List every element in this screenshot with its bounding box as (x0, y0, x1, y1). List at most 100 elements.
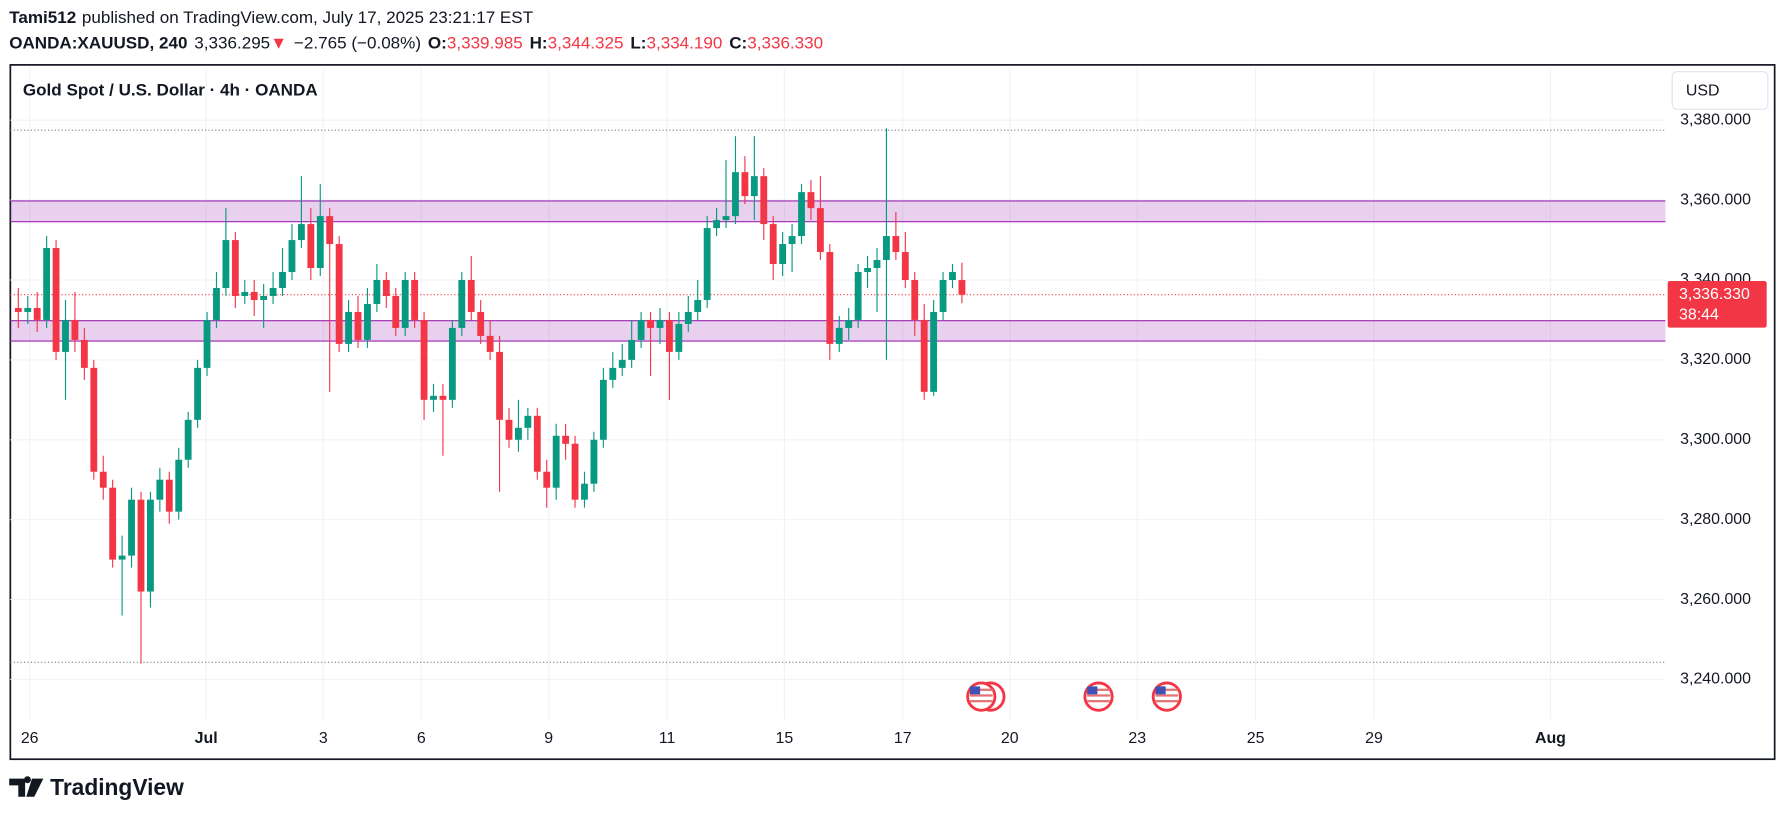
candle-body (496, 351, 503, 420)
candle-body (184, 419, 192, 460)
candle-body (288, 240, 296, 273)
candle-body (194, 367, 202, 420)
y-tick-label: 3,300.000 (1680, 431, 1751, 448)
candle-body (354, 311, 362, 340)
candle-body (750, 176, 758, 197)
candle-body (816, 208, 824, 253)
candle-body (222, 240, 230, 288)
candle-body (741, 172, 749, 197)
candle-body (62, 319, 69, 352)
x-tick-label: 6 (417, 730, 426, 747)
x-tick-label: 29 (1365, 730, 1383, 747)
candle-body (165, 479, 173, 512)
x-tick-label: 25 (1247, 730, 1265, 747)
candle-body (269, 287, 277, 296)
logo: TradingView (9, 774, 184, 800)
l-label: L: (630, 33, 646, 52)
candle-body (335, 244, 343, 344)
candle-body (930, 311, 938, 392)
symbol-line: OANDA:XAUUSD, 240 3,336.295▼ −2.765 (−0.08… (9, 33, 823, 52)
x-tick-label: 3 (319, 730, 328, 747)
candle-body (524, 415, 532, 428)
candle-body (873, 260, 881, 269)
candle-body (703, 228, 711, 300)
candle-body (779, 244, 787, 265)
arrow: ▼ (270, 33, 287, 52)
candle-body (647, 319, 654, 328)
candle-body (231, 240, 239, 296)
candle-body (835, 327, 843, 344)
candle-body (241, 291, 249, 296)
candle-body (118, 555, 126, 560)
last: 3,336.295 (194, 33, 270, 52)
candle-body (213, 287, 220, 320)
candle-body (543, 471, 551, 488)
candle-body (788, 236, 796, 245)
candle-body (892, 236, 900, 253)
candle-body (628, 339, 636, 360)
candle-body (250, 291, 258, 300)
currency: USD (1686, 82, 1720, 99)
candle-body (760, 176, 768, 225)
y-tick-label: 3,280.000 (1680, 511, 1751, 528)
candle-body (14, 307, 22, 312)
candle-body (505, 419, 513, 440)
candle-body (883, 236, 890, 261)
candle-body (826, 252, 834, 344)
candle-body (939, 280, 947, 312)
candle-body (43, 248, 51, 320)
candle-body (137, 499, 145, 592)
candle-body (581, 483, 588, 500)
h-label: H: (530, 33, 548, 52)
candle-body (845, 319, 853, 328)
countdown: 38:44 (1679, 306, 1719, 323)
candle-body (345, 311, 352, 344)
x-tick-label: Jul (195, 730, 218, 747)
candle-body (392, 295, 400, 328)
event-flags (966, 681, 1182, 712)
candle-body (486, 335, 494, 352)
x-tick-label: 23 (1128, 730, 1146, 747)
candle-body (864, 268, 871, 273)
candle-body (156, 479, 164, 500)
candle-body (949, 272, 956, 280)
candle-body (713, 220, 721, 229)
candle-body (420, 319, 428, 400)
candle-body (297, 224, 305, 241)
h: 3,344.325 (548, 33, 624, 52)
candle-body (477, 311, 485, 336)
y-tick-label: 3,240.000 (1680, 671, 1751, 688)
candle-body (175, 459, 183, 512)
x-tick-label: 26 (21, 730, 39, 747)
candle-body (458, 280, 466, 328)
candle-body (732, 172, 739, 217)
candle-body (694, 299, 702, 312)
published: published on TradingView.com, July 17, 2… (82, 8, 534, 27)
y-tick-label: 3,260.000 (1680, 591, 1751, 608)
candle-body (401, 280, 409, 328)
x-tick-label: 17 (894, 730, 912, 747)
candle-body (382, 280, 390, 296)
candle-body (326, 216, 334, 245)
candle-body (128, 499, 135, 556)
candle-body (911, 280, 919, 320)
candle-body (798, 192, 805, 237)
candle-body (515, 427, 522, 440)
candle-body (552, 435, 560, 488)
candle-body (769, 224, 777, 265)
candle-body (90, 367, 98, 472)
x-tick-label: 20 (1001, 730, 1019, 747)
currency-button[interactable] (1671, 71, 1769, 110)
candle-body (279, 272, 286, 288)
candle-body (901, 252, 909, 280)
candle-body (203, 319, 211, 368)
candle-body (24, 307, 32, 312)
candle-body (80, 339, 88, 368)
candle-body (958, 280, 966, 295)
candle-body (684, 311, 692, 324)
x-tick-label: 9 (544, 730, 553, 747)
candle-body (675, 323, 683, 352)
candle-body (373, 280, 381, 304)
last-price-label: 3,336.330 (1679, 286, 1750, 303)
